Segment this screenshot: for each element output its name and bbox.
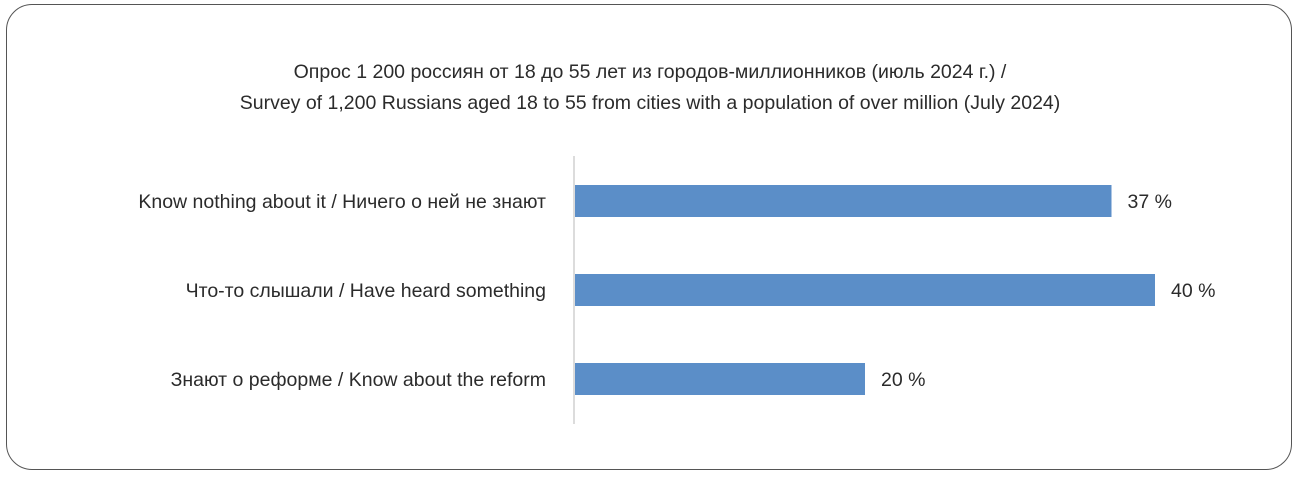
bar <box>575 274 1155 306</box>
category-label: Know nothing about it / Ничего о ней не … <box>138 191 546 213</box>
data-label: 37 % <box>1128 191 1172 213</box>
data-label: 40 % <box>1171 280 1215 302</box>
category-label: Знают о реформе / Know about the reform <box>171 369 546 391</box>
data-label: 20 % <box>881 369 925 391</box>
category-label: Что-то слышали / Have heard something <box>186 280 546 302</box>
bars-group: Know nothing about it / Ничего о ней не … <box>138 185 1215 395</box>
chart-title-ru: Опрос 1 200 россиян от 18 до 55 лет из г… <box>293 61 1007 83</box>
chart-title-en: Survey of 1,200 Russians aged 18 to 55 f… <box>239 92 1061 114</box>
bar <box>575 185 1112 217</box>
bar <box>575 363 865 395</box>
